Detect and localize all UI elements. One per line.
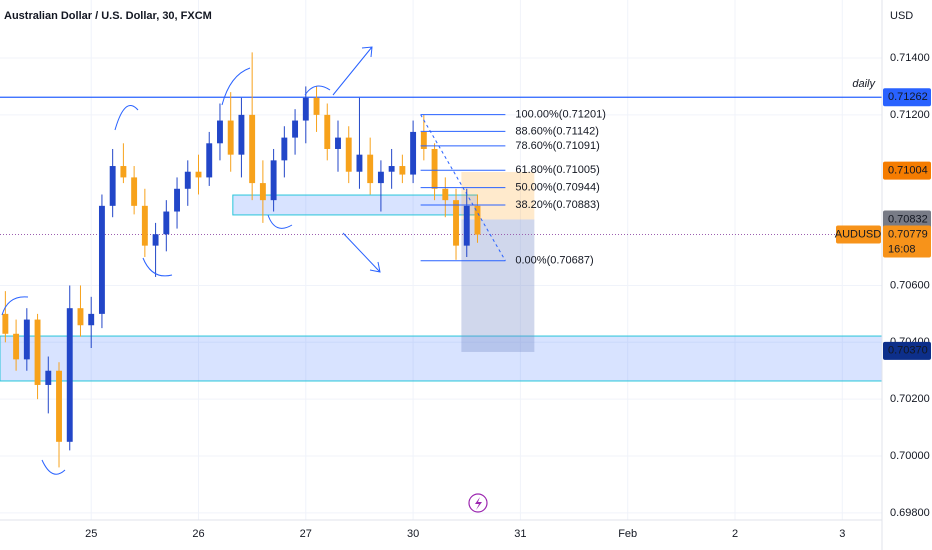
candle-body (23, 319, 30, 360)
candle-body (388, 166, 395, 172)
fib-label: 100.00%(0.71201) (515, 108, 606, 120)
candle-body (431, 148, 438, 189)
candle-body (453, 200, 459, 246)
fib-trend (420, 114, 506, 261)
candle-body (206, 143, 213, 178)
fib-label: 38.20%(0.70883) (515, 199, 599, 211)
candle-body (356, 154, 363, 172)
candle-body (249, 114, 256, 184)
curve (114, 105, 139, 131)
curve (41, 459, 66, 475)
y-tick-label: 0.70200 (890, 393, 930, 405)
x-tick-label: 30 (407, 528, 419, 540)
candle-body (227, 120, 234, 155)
zone (0, 335, 883, 382)
candle-body (141, 205, 148, 246)
symbol-bg (836, 225, 881, 244)
fib-label: 50.00%(0.70944) (515, 182, 599, 194)
symbol-label: AUDUSD (835, 228, 882, 240)
x-tick-label: 27 (300, 528, 312, 540)
chart-title: Australian Dollar / U.S. Dollar, 30, FXC… (4, 10, 212, 22)
curve (1, 296, 29, 316)
candle-body (217, 120, 223, 144)
candle-body (474, 205, 481, 235)
position-target (461, 172, 535, 220)
fib-label: 0.00%(0.70687) (515, 255, 593, 267)
curve (142, 257, 173, 277)
candle-body (77, 308, 84, 326)
daily-label: daily (852, 78, 876, 90)
candle-body (377, 171, 384, 184)
arrow (332, 46, 373, 96)
candle-body (270, 160, 277, 201)
price-label: 0.71262 (888, 91, 928, 103)
price-label-bg (883, 210, 931, 229)
candle-body (184, 171, 191, 189)
candle-body (463, 205, 470, 246)
candle-body (174, 188, 180, 212)
candle-body (302, 97, 309, 121)
candle-body (367, 154, 374, 184)
y-tick-label: 0.70000 (890, 450, 930, 462)
last-price-label: 0.70779 (888, 228, 928, 240)
y-tick-label: 0.71400 (890, 52, 930, 64)
fib-label: 78.60%(0.71091) (515, 140, 599, 152)
annotations (1, 46, 381, 475)
event-icon-bolt (475, 497, 482, 510)
last-price-bg (883, 225, 931, 258)
curve (304, 85, 331, 96)
position-stop (461, 219, 535, 352)
candle-body (324, 114, 331, 149)
candle-body (281, 137, 288, 161)
price-label-bg (883, 341, 931, 360)
candle-body (2, 313, 9, 334)
x-tick-label: Feb (618, 528, 637, 540)
fib-label: 61.80%(0.71005) (515, 164, 599, 176)
fib-label: 88.60%(0.71142) (515, 125, 599, 137)
candle-body (238, 114, 245, 155)
candle-body (292, 120, 299, 138)
candle-body (56, 370, 62, 442)
candle-body (66, 308, 73, 442)
candle-body (98, 205, 105, 314)
price-label: 0.71004 (888, 164, 928, 176)
candle-body (345, 137, 352, 172)
candle-body (131, 177, 138, 206)
candle-body (163, 211, 170, 235)
candle-body (34, 319, 41, 385)
candle-body (335, 137, 341, 149)
price-label-bg (883, 88, 931, 107)
candle-body (399, 166, 406, 175)
candle-body (45, 370, 52, 385)
candle-body (259, 183, 266, 201)
currency-label: USD (890, 10, 913, 22)
candle-body (152, 234, 159, 246)
candle-body (313, 97, 320, 115)
price-label-bg (883, 161, 931, 180)
candle-body (420, 131, 427, 149)
price-label: 0.70370 (888, 345, 928, 357)
price-label: 0.70832 (888, 213, 928, 225)
candle-body (88, 313, 95, 326)
candle-body (13, 333, 20, 360)
x-tick-label: 31 (514, 528, 526, 540)
x-tick-label: 25 (85, 528, 97, 540)
x-tick-label: 3 (839, 528, 845, 540)
candle-body (442, 188, 449, 201)
arrow (342, 232, 381, 273)
countdown-label: 16:08 (888, 243, 916, 255)
candle-body (120, 166, 127, 178)
y-tick-label: 0.69800 (890, 507, 930, 519)
y-tick-label: 0.71200 (890, 109, 930, 121)
plot-area: 100.00%(0.71201) 88.60%(0.71142) 78.60%(0.… (0, 0, 883, 520)
candle-body (195, 171, 202, 178)
x-tick-label: 26 (192, 528, 204, 540)
curve (221, 67, 251, 106)
y-tick-label: 0.70600 (890, 279, 930, 291)
x-tick-label: 2 (732, 528, 738, 540)
candle-body (109, 166, 116, 206)
candle-body (410, 131, 417, 175)
curve (267, 214, 293, 229)
